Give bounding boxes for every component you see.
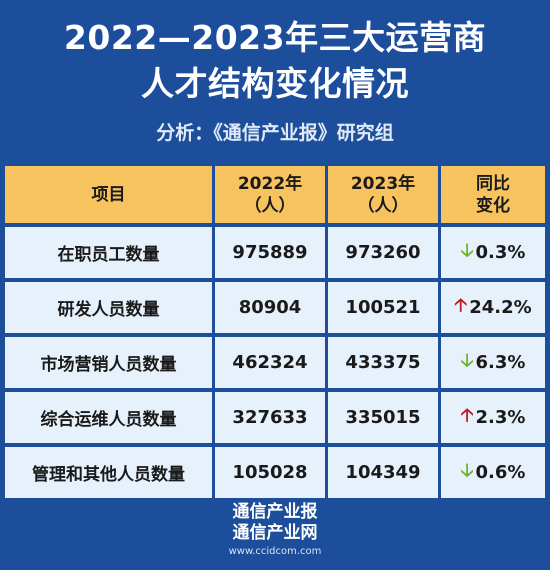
page-title-line1: 2022—2023年三大运营商 [63, 18, 487, 57]
row-value-2022: 327633 [215, 392, 325, 443]
page-title-line2: 人才结构变化情况 [141, 64, 409, 103]
column-header-unit: （人） [357, 195, 409, 216]
row-value-2022: 975889 [215, 227, 325, 278]
table-row: 市场营销人员数量 462324 433375 🡣 6.3% [5, 337, 545, 388]
row-item: 市场营销人员数量 [5, 337, 212, 388]
table-row: 在职员工数量 975889 973260 🡣 0.3% [5, 227, 545, 278]
row-value-2023: 433375 [328, 337, 438, 388]
arrow-up-icon: 🡡 [454, 294, 468, 316]
row-value-2022: 105028 [215, 447, 325, 498]
change-value: 0.3% [475, 242, 526, 263]
column-header-2022: 2022年 （人） [215, 166, 325, 223]
column-header-unit: （人） [244, 195, 296, 216]
row-value-2022: 462324 [215, 337, 325, 388]
footer: 通信产业报 通信产业网 www.ccidcom.com [0, 492, 550, 570]
header: 2022—2023年三大运营商 人才结构变化情况 分析：《通信产业报》研究组 [0, 0, 550, 165]
row-value-2023: 104349 [328, 447, 438, 498]
arrow-down-icon: 🡣 [460, 349, 474, 371]
row-item: 综合运维人员数量 [5, 392, 212, 443]
change-value: 24.2% [469, 297, 532, 318]
table-row: 研发人员数量 80904 100521 🡡 24.2% [5, 282, 545, 333]
table-row: 管理和其他人员数量 105028 104349 🡣 0.6% [5, 447, 545, 498]
row-item: 研发人员数量 [5, 282, 212, 333]
footer-url: www.ccidcom.com [228, 546, 322, 557]
column-header-change: 同比 变化 [441, 166, 545, 223]
table-header-row: 项目 2022年 （人） 2023年 （人） 同比 变化 [5, 166, 545, 223]
row-change: 🡡 2.3% [441, 392, 545, 443]
change-value: 0.6% [475, 462, 526, 483]
change-value: 2.3% [475, 407, 526, 428]
data-table: 项目 2022年 （人） 2023年 （人） 同比 变化 在职员工数量 9758… [5, 166, 545, 502]
row-value-2023: 335015 [328, 392, 438, 443]
arrow-down-icon: 🡣 [460, 459, 474, 481]
arrow-up-icon: 🡡 [460, 404, 474, 426]
row-item: 在职员工数量 [5, 227, 212, 278]
table-row: 综合运维人员数量 327633 335015 🡡 2.3% [5, 392, 545, 443]
row-value-2023: 973260 [328, 227, 438, 278]
row-item: 管理和其他人员数量 [5, 447, 212, 498]
row-change: 🡣 6.3% [441, 337, 545, 388]
column-header-label: 2022年 [237, 173, 303, 194]
footer-brand-newspaper: 通信产业报 [232, 502, 318, 522]
column-header-item: 项目 [5, 166, 212, 223]
column-header-label-2: 变化 [476, 195, 510, 216]
column-header-2023: 2023年 （人） [328, 166, 438, 223]
row-value-2022: 80904 [215, 282, 325, 333]
column-header-label: 同比 [476, 173, 510, 194]
column-header-label: 项目 [91, 184, 126, 205]
row-value-2023: 100521 [328, 282, 438, 333]
row-change: 🡣 0.3% [441, 227, 545, 278]
row-change: 🡡 24.2% [441, 282, 545, 333]
column-header-label: 2023年 [350, 173, 416, 194]
change-value: 6.3% [475, 352, 526, 373]
arrow-down-icon: 🡣 [460, 239, 474, 261]
footer-brand-website: 通信产业网 [232, 523, 318, 543]
row-change: 🡣 0.6% [441, 447, 545, 498]
page-subtitle: 分析：《通信产业报》研究组 [156, 122, 394, 144]
